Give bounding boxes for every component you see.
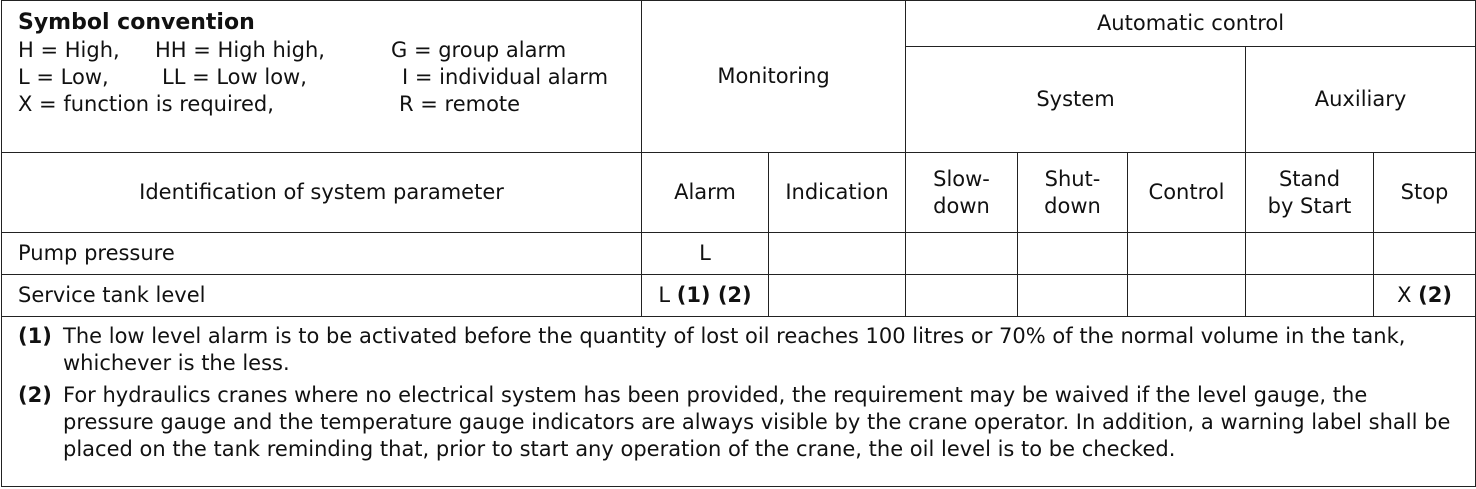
convention-entry: L = Low,	[18, 65, 109, 89]
notes-cell: (1) The low level alarm is to be activat…	[0, 316, 1476, 487]
convention-row: X = function is required, R = remote	[18, 91, 633, 118]
convention-row: L = Low, LL = Low low, I = individual al…	[18, 64, 633, 91]
standby-cell	[1245, 274, 1374, 317]
stop-cell	[1372, 232, 1476, 275]
standby-header-line2: by Start	[1267, 193, 1352, 218]
auxiliary-header: Auxiliary	[1244, 46, 1476, 153]
control-header: Control	[1127, 152, 1246, 233]
control-cell	[1127, 274, 1246, 317]
footnote: (2) For hydraulics cranes where no elect…	[18, 382, 1463, 463]
identification-header: Identification of system parameter	[1, 152, 642, 233]
slowdown-cell	[905, 274, 1018, 317]
shutdown-header-line2: down	[1044, 193, 1101, 218]
convention-entry: LL = Low low,	[162, 65, 307, 89]
footnote: (1) The low level alarm is to be activat…	[18, 323, 1463, 377]
shutdown-header-line1: Shut-	[1044, 166, 1101, 191]
automatic-control-header: Automatic control	[904, 0, 1476, 47]
alarm-value: L	[699, 241, 711, 265]
indication-header: Indication	[768, 152, 906, 233]
standby-start-header: Stand by Start	[1245, 152, 1374, 233]
slowdown-header-line1: Slow-	[933, 166, 990, 191]
control-cell	[1127, 232, 1246, 275]
stop-value: X	[1397, 283, 1412, 307]
convention-entry: H = High,	[18, 38, 120, 62]
footnote-text: The low level alarm is to be activated b…	[63, 324, 1406, 375]
indication-cell	[768, 232, 906, 275]
indication-cell	[768, 274, 906, 317]
table-row: Pump pressure L	[1, 232, 1476, 275]
shutdown-cell	[1017, 232, 1128, 275]
convention-row: H = High, HH = High high, G = group alar…	[18, 37, 633, 64]
footnote-number: (2)	[18, 383, 52, 407]
convention-entry: I = individual alarm	[402, 65, 609, 89]
parameter-cell: Service tank level	[1, 274, 642, 317]
parameter-cell: Pump pressure	[1, 232, 642, 275]
alarm-cell: L	[641, 232, 769, 275]
footnote-number: (1)	[18, 324, 52, 348]
stop-cell: X (2)	[1372, 274, 1476, 317]
stop-header: Stop	[1372, 152, 1476, 233]
alarm-cell: L (1) (2)	[641, 274, 769, 317]
stop-note-refs: (2)	[1418, 283, 1452, 307]
shutdown-cell	[1017, 274, 1128, 317]
footnote-text: For hydraulics cranes where no electrica…	[63, 383, 1451, 461]
slowdown-header-line2: down	[933, 193, 990, 218]
system-header: System	[905, 46, 1246, 153]
slowdown-header: Slow- down	[905, 152, 1018, 233]
standby-header-line1: Stand	[1278, 166, 1341, 191]
table-row: Service tank level L (1) (2) X (2)	[1, 274, 1476, 317]
convention-entry: X = function is required,	[18, 92, 274, 116]
convention-entry: HH = High high,	[155, 38, 325, 62]
slowdown-cell	[905, 232, 1018, 275]
convention-entry: G = group alarm	[391, 38, 567, 62]
symbol-convention-cell: Symbol convention H = High, HH = High hi…	[1, 0, 642, 153]
symbol-convention-title: Symbol convention	[18, 10, 255, 35]
monitoring-header: Monitoring	[641, 0, 906, 153]
alarm-note-refs: (1) (2)	[676, 283, 752, 307]
alarm-value: L	[658, 283, 671, 307]
shutdown-header: Shut- down	[1017, 152, 1128, 233]
convention-entry: R = remote	[399, 92, 521, 116]
standby-cell	[1245, 232, 1374, 275]
alarm-header: Alarm	[641, 152, 769, 233]
